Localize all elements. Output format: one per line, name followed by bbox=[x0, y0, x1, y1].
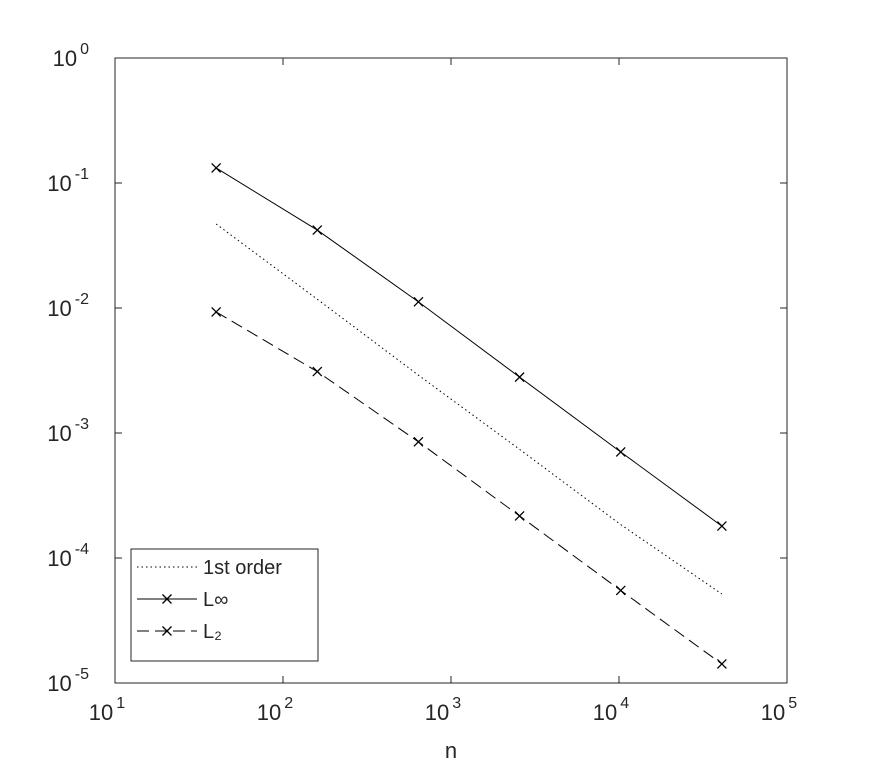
marker bbox=[162, 626, 172, 636]
tick-exponent: 5 bbox=[788, 695, 797, 712]
legend-label: L∞ bbox=[203, 589, 228, 611]
tick-label-group: 10 -4 bbox=[47, 541, 89, 571]
marker bbox=[413, 436, 424, 447]
tick-exponent: -1 bbox=[75, 166, 89, 183]
tick-exponent: 2 bbox=[284, 695, 293, 712]
marker bbox=[312, 366, 323, 377]
tick-label: 10 -1 bbox=[47, 166, 89, 196]
marker bbox=[615, 585, 626, 596]
x-axis-label: n bbox=[445, 738, 457, 763]
tick-exponent: -4 bbox=[75, 541, 89, 558]
marker bbox=[312, 225, 323, 236]
marker bbox=[413, 296, 424, 307]
tick-exponent: -3 bbox=[75, 416, 89, 433]
marker bbox=[716, 521, 727, 532]
tick-label-group: 10 -1 bbox=[47, 166, 89, 196]
marker bbox=[514, 510, 525, 521]
tick-exponent: 3 bbox=[452, 695, 461, 712]
tick-label: 10 -2 bbox=[47, 291, 89, 321]
marker bbox=[615, 447, 626, 457]
tick-exponent: 0 bbox=[80, 41, 89, 58]
marker bbox=[514, 372, 525, 383]
marker bbox=[211, 306, 222, 317]
tick-label: 10 -4 bbox=[47, 541, 89, 571]
series-line bbox=[215, 223, 723, 595]
tick-exponent: 1 bbox=[116, 695, 125, 712]
series-line bbox=[215, 311, 723, 665]
tick-exponent: 4 bbox=[620, 695, 629, 712]
series-line bbox=[215, 167, 723, 527]
legend-box bbox=[130, 548, 319, 662]
tick-label-group: 10 -2 bbox=[47, 291, 89, 321]
tick-exponent: -2 bbox=[75, 291, 89, 308]
tick-exponent: -5 bbox=[75, 666, 89, 683]
legend-label: L₂ bbox=[203, 621, 222, 643]
marker bbox=[716, 659, 727, 669]
marker bbox=[211, 162, 222, 173]
marker bbox=[162, 594, 172, 604]
legend-label: 1st order bbox=[203, 557, 282, 579]
